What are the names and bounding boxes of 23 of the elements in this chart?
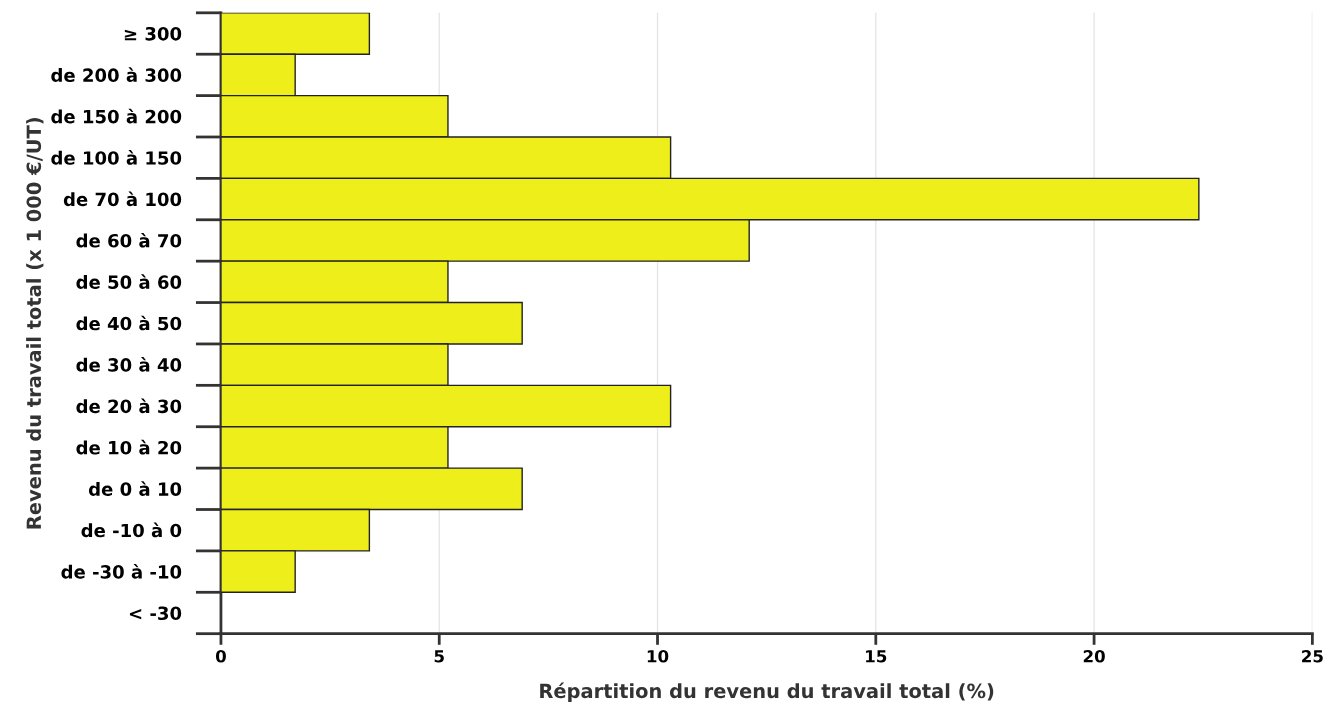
y-tick-label: de -30 à -10 — [61, 564, 182, 579]
y-tick-label: de 30 à 40 — [76, 357, 182, 372]
x-tick-label: 20 — [1083, 649, 1105, 663]
y-tick-label: de 200 à 300 — [51, 67, 182, 83]
y-tick-label: de 10 à 20 — [76, 439, 182, 455]
y-tick-label: de 20 à 30 — [76, 398, 182, 414]
y-tick-label: de 100 à 150 — [51, 150, 182, 165]
x-axis-title: Répartition du revenu du travail total (%) — [540, 682, 994, 703]
y-tick-label: < -30 — [129, 606, 182, 621]
x-tick-label: 15 — [866, 650, 887, 663]
y-tick-label: de 150 à 200 — [51, 108, 182, 124]
x-tick-label: 25 — [1302, 649, 1323, 663]
x-tick-label: 0 — [215, 649, 226, 663]
y-tick-label: de -10 à 0 — [81, 522, 182, 538]
y-tick-label: de 60 à 70 — [76, 232, 182, 248]
y-axis-title: Revenu du travail total (x 1 000 €/UT) — [26, 118, 44, 529]
y-tick-label: de 50 à 60 — [76, 274, 182, 289]
y-tick-label: ≥ 300 — [124, 26, 182, 41]
y-tick-label: de 70 à 100 — [63, 191, 182, 207]
x-tick-label: 5 — [434, 650, 444, 663]
x-tick-label: 10 — [647, 649, 669, 663]
y-tick-label: de 0 à 10 — [88, 481, 182, 496]
y-tick-label: de 40 à 50 — [76, 315, 182, 331]
